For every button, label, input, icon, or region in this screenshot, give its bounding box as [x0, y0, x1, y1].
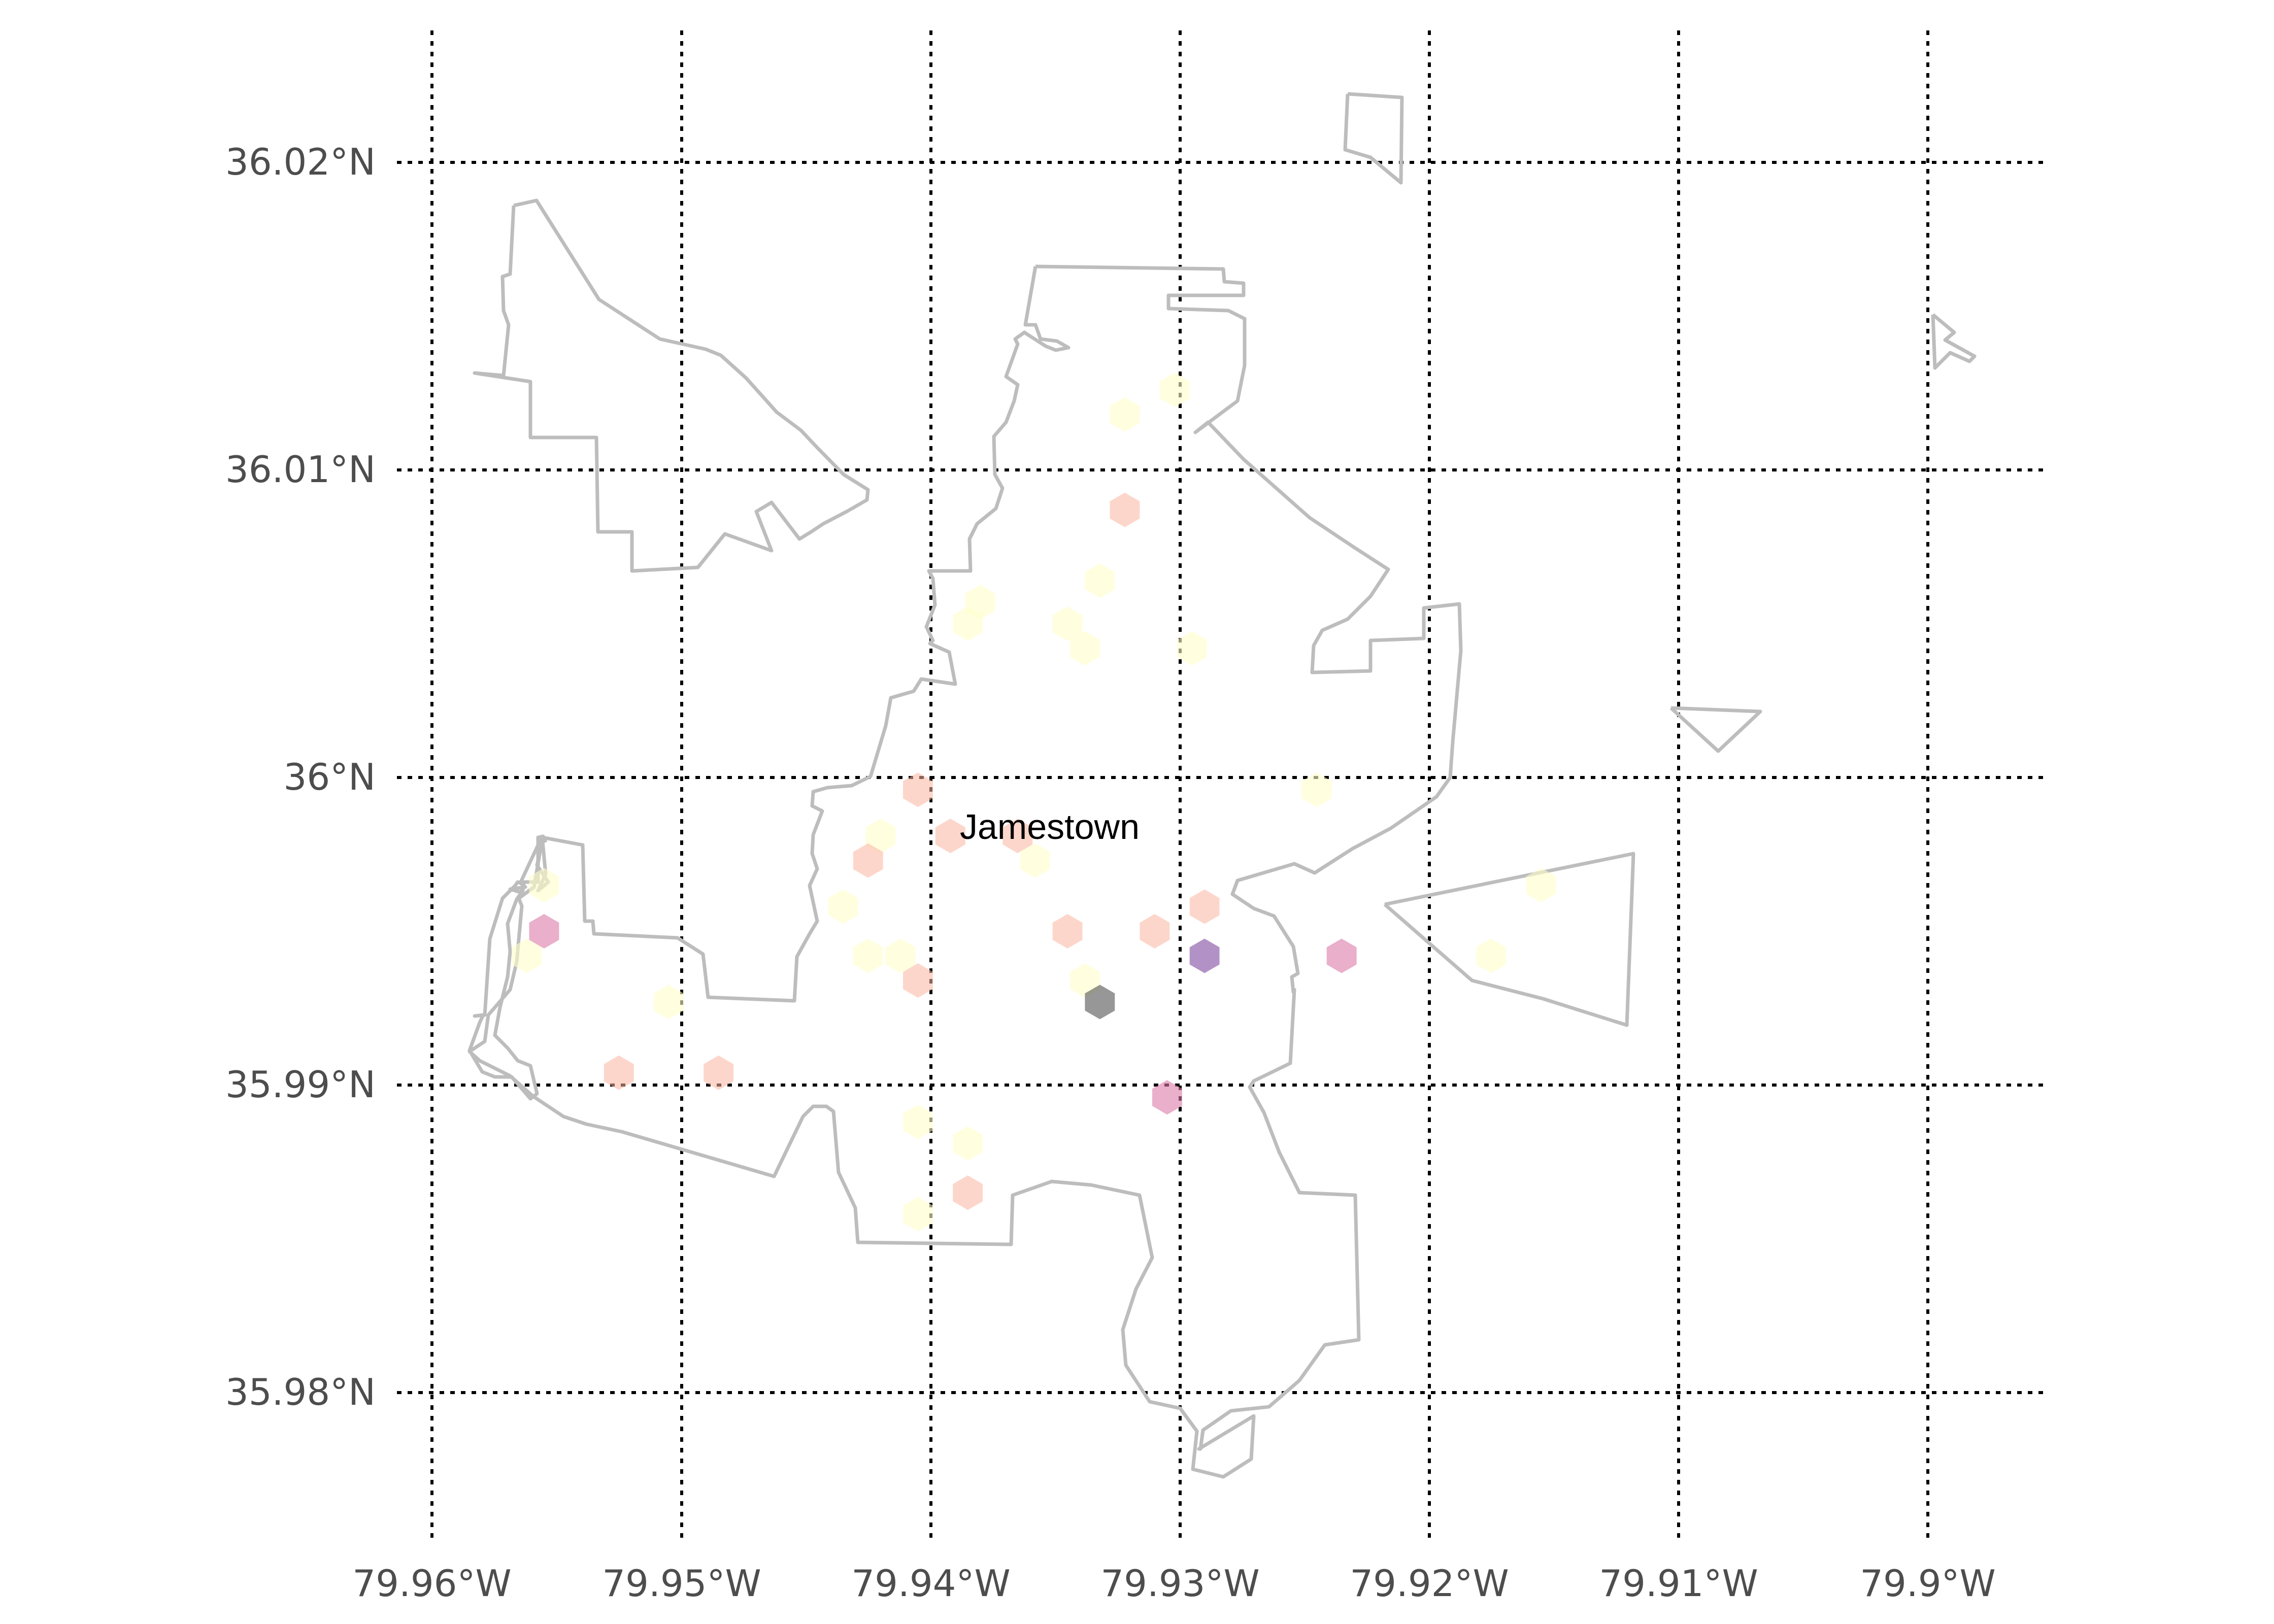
hexbin-17	[1526, 868, 1556, 903]
hexbin-5	[953, 606, 983, 641]
hexbin-22	[1140, 914, 1170, 949]
hexbin-1	[1110, 397, 1140, 432]
city-boundary	[467, 92, 1977, 1479]
hexbin-26	[1189, 938, 1220, 973]
hexbin-35	[1152, 1080, 1182, 1115]
hexbin-9	[903, 772, 933, 807]
hexbin-39	[903, 1197, 933, 1232]
place-label-jamestown: Jamestown	[960, 807, 1140, 847]
boundary-east-parcel	[1669, 706, 1762, 753]
y-tick-label: 35.98°N	[225, 1371, 376, 1413]
hexbin-12	[935, 819, 965, 854]
hexbin-28	[1476, 938, 1507, 973]
x-tick-label: 79.91°W	[1599, 1562, 1758, 1605]
x-tick-label: 79.96°W	[352, 1562, 511, 1605]
hexbin-23	[512, 938, 542, 973]
y-tick-label: 36°N	[284, 756, 376, 798]
hexbin-13	[1002, 819, 1033, 854]
hexbin-38	[953, 1175, 983, 1210]
hexbin-25	[885, 938, 916, 973]
hexbin-33	[604, 1055, 634, 1090]
hexbin-37	[953, 1126, 983, 1161]
hexbin-10	[1301, 772, 1332, 807]
boundary-far-northeast-parcel	[1931, 313, 1977, 370]
hexbin-16	[529, 868, 559, 903]
boundary-main-area	[467, 264, 1463, 1479]
hexbin-7	[1070, 631, 1100, 666]
hexbin-21	[1052, 914, 1083, 949]
y-tick-label: 36.02°N	[225, 141, 376, 183]
x-tick-label: 79.95°W	[602, 1562, 761, 1605]
hexbin-14	[853, 843, 883, 878]
hexbin-34	[704, 1055, 734, 1090]
boundary-west-lobe	[542, 266, 1071, 1003]
graticule	[397, 30, 2043, 1538]
hexbin-36	[903, 1104, 933, 1139]
y-tick-label: 36.01°N	[225, 448, 376, 491]
hexbin-29	[903, 963, 933, 998]
tick-labels: 79.96°W 79.95°W 79.94°W 79.93°W 79.92°W …	[225, 141, 1996, 1605]
hexbin-2	[1110, 492, 1140, 527]
boundary-north-parcel	[1343, 92, 1404, 185]
hexbin-19	[1189, 889, 1220, 924]
x-tick-label: 79.9°W	[1860, 1562, 1996, 1605]
x-tick-label: 79.93°W	[1100, 1562, 1259, 1605]
hexbin-0	[1159, 373, 1190, 408]
hexbin-3	[1085, 563, 1115, 598]
hexbin-15	[1020, 843, 1050, 878]
x-tick-label: 79.92°W	[1350, 1562, 1509, 1605]
hexbin-18	[828, 889, 858, 924]
hexbin-11	[865, 819, 896, 854]
hexbin-20	[529, 914, 559, 949]
hexbin-8	[1177, 631, 1207, 666]
hexbin-32	[1085, 985, 1115, 1020]
x-tick-label: 79.94°W	[851, 1562, 1010, 1605]
boundary-east-wedge	[1383, 852, 1635, 1027]
hexbin-31	[654, 985, 684, 1020]
boundary-northwest-area	[473, 198, 870, 573]
hexbin-27	[1326, 938, 1357, 973]
hexbin-6	[1052, 606, 1083, 641]
y-tick-label: 35.99°N	[225, 1063, 376, 1106]
hexbin-layer	[512, 373, 1556, 1232]
hexbin-24	[853, 938, 883, 973]
